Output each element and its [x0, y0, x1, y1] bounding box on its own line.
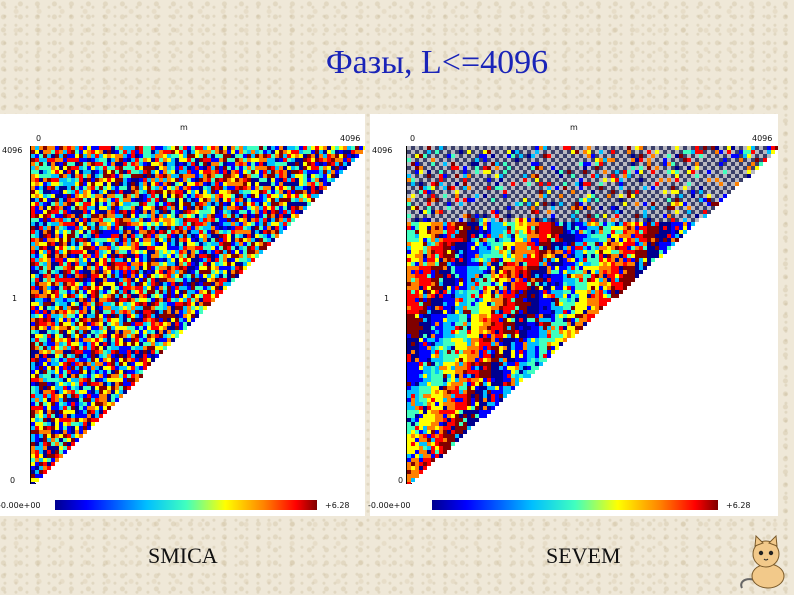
y-top-label: 4096	[2, 146, 23, 155]
x-min-label: 0	[410, 134, 416, 143]
colorbar-max-label: +6.28	[726, 501, 751, 510]
x-max-label: 4096	[752, 134, 773, 143]
sevem-phase-plot: m 0 4096 4096 1 0 -0.00e+00 +6.28	[368, 114, 778, 516]
y-bottom-label: 0	[10, 476, 16, 485]
colorbar-min-label: -0.00e+00	[0, 501, 41, 510]
x-min-label: 0	[36, 134, 42, 143]
colorbar-min-label: -0.00e+00	[368, 501, 411, 510]
colorbar	[55, 500, 317, 510]
phase-triangle	[406, 146, 778, 484]
phase-triangle	[30, 146, 365, 484]
axis-top-label: m	[180, 123, 188, 132]
y-top-label: 4096	[372, 146, 393, 155]
cat-mascot-icon	[740, 534, 785, 589]
smica-phase-plot: m 0 4096 4096 1 0 -0.00e+00 +6.28	[0, 114, 365, 516]
x-max-label: 4096	[340, 134, 361, 143]
colorbar-max-label: +6.28	[325, 501, 350, 510]
caption-smica: SMICA	[148, 543, 218, 568]
slide-title: Фазы, L<=4096	[325, 44, 549, 81]
y-mid-label: 1	[12, 294, 18, 303]
caption-sevem: SEVEM	[546, 543, 621, 568]
colorbar	[432, 500, 718, 510]
axis-top-label: m	[570, 123, 578, 132]
y-bottom-label: 0	[398, 476, 404, 485]
y-mid-label: 1	[384, 294, 390, 303]
